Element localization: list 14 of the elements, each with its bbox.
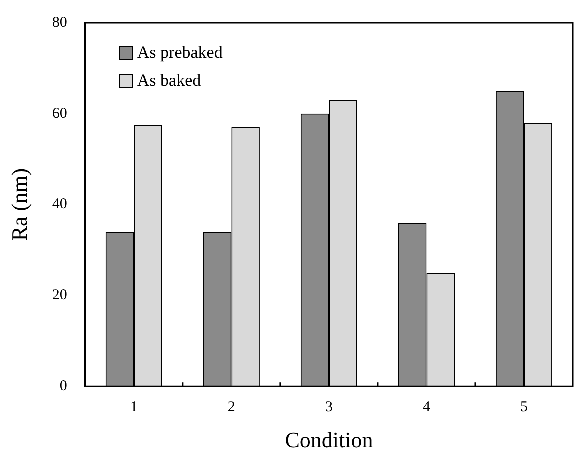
legend-label: As prebaked xyxy=(137,43,223,63)
x-tick-label: 1 xyxy=(130,400,138,416)
x-tick-label: 2 xyxy=(228,400,236,416)
x-tick-label: 4 xyxy=(422,400,431,416)
y-tick-label: 60 xyxy=(52,106,68,122)
y-axis-title: Ra (nm) xyxy=(6,168,32,242)
y-tick-label: 20 xyxy=(52,288,68,304)
x-tick-label: 3 xyxy=(325,400,333,416)
y-tick-label: 0 xyxy=(60,378,68,395)
y-tick-label: 40 xyxy=(52,196,68,213)
y-tick-label: 80 xyxy=(52,14,68,31)
x-axis-title: Condition xyxy=(285,428,374,453)
x-tick-label: 5 xyxy=(520,400,528,416)
legend-label: As baked xyxy=(137,71,202,91)
